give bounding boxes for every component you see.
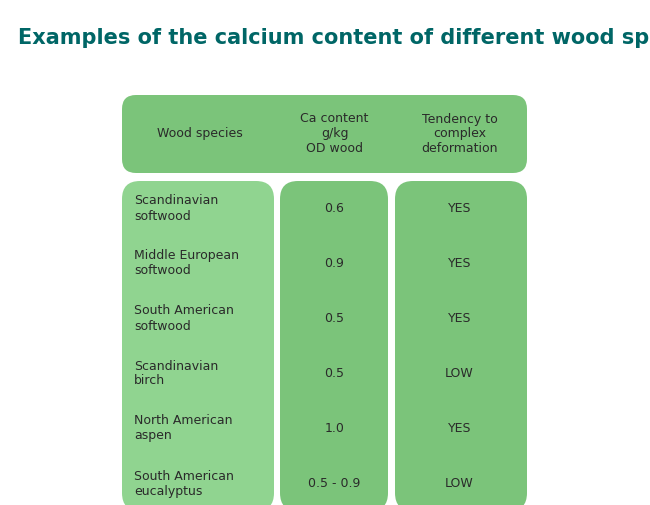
FancyBboxPatch shape	[122, 95, 527, 173]
Text: LOW: LOW	[445, 477, 474, 490]
Text: 1.0: 1.0	[324, 422, 345, 435]
Text: YES: YES	[448, 312, 471, 325]
Text: Middle European
softwood: Middle European softwood	[134, 249, 239, 278]
Text: Ca content
g/kg
OD wood: Ca content g/kg OD wood	[300, 113, 369, 156]
FancyBboxPatch shape	[280, 181, 388, 505]
Text: YES: YES	[448, 257, 471, 270]
Text: South American
eucalyptus: South American eucalyptus	[134, 470, 234, 497]
Text: North American
aspen: North American aspen	[134, 415, 233, 442]
Text: YES: YES	[448, 422, 471, 435]
Text: Wood species: Wood species	[157, 127, 242, 140]
Text: Tendency to
complex
deformation: Tendency to complex deformation	[421, 113, 498, 156]
Text: South American
softwood: South American softwood	[134, 305, 234, 332]
FancyBboxPatch shape	[395, 181, 527, 505]
Text: 0.6: 0.6	[324, 202, 345, 215]
Text: 0.5: 0.5	[324, 367, 345, 380]
Text: 0.5: 0.5	[324, 312, 345, 325]
FancyBboxPatch shape	[122, 181, 274, 505]
Text: YES: YES	[448, 202, 471, 215]
Text: 0.9: 0.9	[324, 257, 345, 270]
Text: 0.5 - 0.9: 0.5 - 0.9	[308, 477, 361, 490]
Text: Scandinavian
softwood: Scandinavian softwood	[134, 194, 218, 223]
Text: LOW: LOW	[445, 367, 474, 380]
Text: Examples of the calcium content of different wood species: Examples of the calcium content of diffe…	[18, 28, 650, 48]
Text: Scandinavian
birch: Scandinavian birch	[134, 360, 218, 387]
